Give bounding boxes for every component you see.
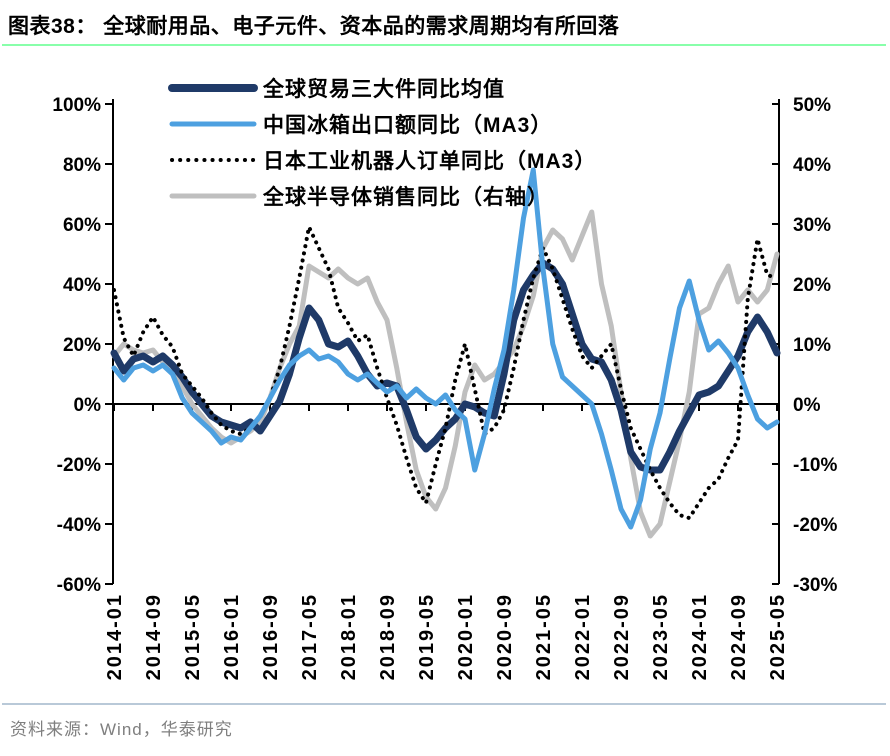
chart-canvas: 100% 80% 60% 40% 20% 0% -20% -40% -60% 50% 40% 30% 2… bbox=[52, 77, 837, 680]
left-axis-label: 100% bbox=[52, 95, 101, 116]
series-line-0 bbox=[110, 259, 781, 474]
right-axis-label: 20% bbox=[793, 275, 831, 296]
x-axis-label: 2025-05 bbox=[767, 593, 789, 680]
x-axis-label: 2016-01 bbox=[221, 593, 243, 680]
series-line-2 bbox=[112, 225, 779, 520]
right-axis-label: -20% bbox=[793, 515, 837, 536]
x-axis-label: 2018-01 bbox=[338, 593, 360, 680]
x-axis-label: 2020-01 bbox=[455, 593, 477, 680]
legend-label-0: 全球贸易三大件同比均值 bbox=[262, 77, 505, 101]
x-axis-label: 2016-09 bbox=[260, 593, 282, 680]
x-axis-label: 2015-05 bbox=[182, 593, 204, 680]
series-line-1 bbox=[111, 167, 780, 530]
series-line-3 bbox=[111, 209, 780, 539]
x-axis-label: 2020-09 bbox=[494, 593, 516, 680]
x-axis-label: 2014-09 bbox=[143, 593, 165, 680]
legend-label-1: 中国冰箱出口额同比（MA3） bbox=[263, 113, 552, 137]
right-axis-label: -10% bbox=[793, 455, 837, 476]
left-axis-label: -40% bbox=[57, 515, 101, 536]
x-axis-label: 2014-01 bbox=[104, 593, 126, 680]
source-note: 资料来源：Wind，华泰研究 bbox=[10, 720, 233, 739]
right-axis-label: 10% bbox=[793, 335, 831, 356]
x-axis-label: 2024-01 bbox=[689, 593, 711, 680]
left-axis-label: 60% bbox=[63, 215, 101, 236]
x-axis-label: 2019-05 bbox=[416, 593, 438, 680]
right-axis-label: 0% bbox=[793, 395, 821, 416]
x-axis-label: 2021-05 bbox=[533, 593, 555, 680]
right-axis-label: 30% bbox=[793, 215, 831, 236]
left-axis-label: -20% bbox=[57, 455, 101, 476]
left-axis-label: -60% bbox=[57, 575, 101, 596]
right-axis-label: 40% bbox=[793, 155, 831, 176]
x-axis-label: 2022-09 bbox=[611, 593, 633, 680]
title-divider bbox=[2, 44, 886, 46]
right-axis-label: -30% bbox=[793, 575, 837, 596]
legend-label-2: 日本工业机器人订单同比（MA3） bbox=[263, 149, 596, 173]
x-axis-label: 2023-05 bbox=[650, 593, 672, 680]
x-axis-label: 2017-05 bbox=[299, 593, 321, 680]
x-axis-label: 2024-09 bbox=[728, 593, 750, 680]
footer-divider bbox=[2, 703, 886, 705]
left-axis-label: 80% bbox=[63, 155, 101, 176]
x-axis-label: 2022-01 bbox=[572, 593, 594, 680]
right-axis-label: 50% bbox=[793, 95, 831, 116]
chart-title: 图表38： 全球耐用品、电子元件、资本品的需求周期均有所回落 bbox=[8, 15, 620, 38]
legend-label-3: 全球半导体销售同比（右轴） bbox=[262, 185, 549, 209]
left-axis-label: 20% bbox=[63, 335, 101, 356]
x-axis-label: 2018-09 bbox=[377, 593, 399, 680]
left-axis-label: 40% bbox=[63, 275, 101, 296]
left-axis-label: 0% bbox=[74, 395, 102, 416]
